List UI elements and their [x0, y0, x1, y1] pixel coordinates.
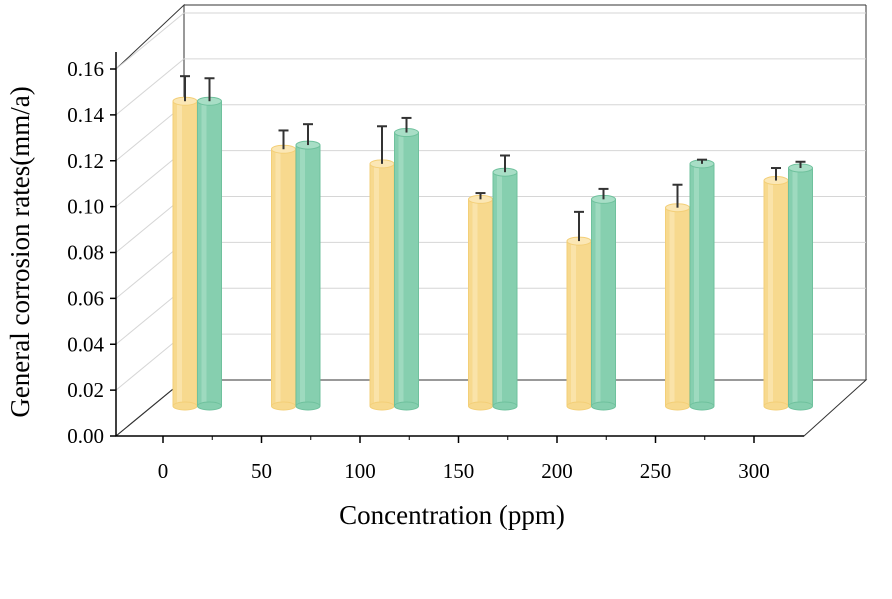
bar-highlight [497, 172, 502, 406]
bar-bottom-cap [566, 401, 592, 411]
x-tick-label: 300 [738, 459, 770, 483]
y-tick-label: 0.10 [67, 195, 104, 219]
bar-body [566, 240, 592, 407]
bar [172, 75, 198, 411]
bar [271, 129, 296, 411]
y-axis-title: General corrosion rates(mm/a) [5, 86, 35, 417]
bar-highlight [374, 163, 379, 406]
bar-body [197, 100, 222, 407]
bar-body [172, 100, 198, 407]
bar-body [665, 207, 690, 407]
y-tick-label: 0.04 [67, 332, 104, 356]
bar-body [788, 167, 813, 407]
bar-highlight [177, 101, 182, 406]
bar [295, 123, 321, 411]
bar-body [763, 180, 789, 407]
bar-bottom-cap [295, 401, 321, 411]
bar-highlight [472, 199, 478, 406]
bar [689, 158, 715, 411]
gridline-side [115, 12, 185, 70]
bar [468, 192, 493, 411]
bar-highlight [768, 180, 773, 406]
y-tick-label: 0.16 [67, 57, 104, 81]
bar-body [591, 198, 616, 407]
y-tick-label: 0.08 [67, 241, 104, 265]
bar-highlight [571, 241, 576, 406]
bar [492, 154, 518, 411]
bar-body [394, 132, 419, 407]
bar-body [271, 148, 296, 407]
bar-bottom-cap [763, 401, 789, 411]
bar-bottom-cap [271, 401, 296, 411]
bar [665, 183, 690, 411]
bar [369, 125, 395, 411]
bar-bottom-cap [172, 401, 198, 411]
x-tick-label: 200 [541, 459, 573, 483]
x-tick-label: 50 [251, 459, 272, 483]
bar-bottom-cap [468, 401, 493, 411]
bar-body [295, 144, 321, 407]
bar-body [369, 163, 395, 407]
y-tick-label: 0.12 [67, 149, 104, 173]
bar-highlight [595, 199, 601, 406]
gridline-side [115, 58, 185, 116]
bar-bottom-cap [492, 401, 518, 411]
bar [394, 116, 419, 411]
bar-bottom-cap [788, 401, 813, 411]
bar-highlight [275, 149, 281, 407]
bar-highlight [694, 163, 699, 406]
bar-body [492, 171, 518, 407]
bar-bottom-cap [591, 401, 616, 411]
bar [566, 210, 592, 411]
bar [591, 187, 616, 411]
x-axis-ticks: 0 50 100 150 200 250 300 [158, 436, 770, 483]
bar-bottom-cap [689, 401, 715, 411]
bar-highlight [398, 132, 404, 406]
bar-bottom-cap [394, 401, 419, 411]
x-axis-title: Concentration (ppm) [339, 500, 565, 530]
bar-bottom-cap [369, 401, 395, 411]
bar-bottom-cap [197, 401, 222, 411]
bar [197, 77, 222, 411]
bar-highlight [300, 145, 305, 406]
axes [115, 52, 804, 437]
bar [788, 160, 813, 411]
bar-highlight [201, 101, 207, 406]
y-tick-label: 0.02 [67, 378, 104, 402]
bar-bottom-cap [665, 401, 690, 411]
y-tick-label: 0.06 [67, 286, 104, 310]
y-axis-ticks: 0.00 0.02 0.04 0.06 0.08 0.10 0.12 0.14 0.16 [67, 57, 116, 448]
x-tick-label: 250 [640, 459, 672, 483]
bar-series [172, 75, 813, 411]
bar [763, 167, 789, 411]
x-tick-label: 150 [443, 459, 475, 483]
bar-highlight [669, 207, 675, 406]
y-tick-label: 0.14 [67, 103, 104, 127]
y-tick-label: 0.00 [67, 424, 104, 448]
bar-body [689, 163, 715, 407]
x-tick-label: 100 [344, 459, 376, 483]
bar-body [468, 198, 493, 407]
bar-highlight [792, 168, 798, 406]
x-tick-label: 0 [158, 459, 169, 483]
